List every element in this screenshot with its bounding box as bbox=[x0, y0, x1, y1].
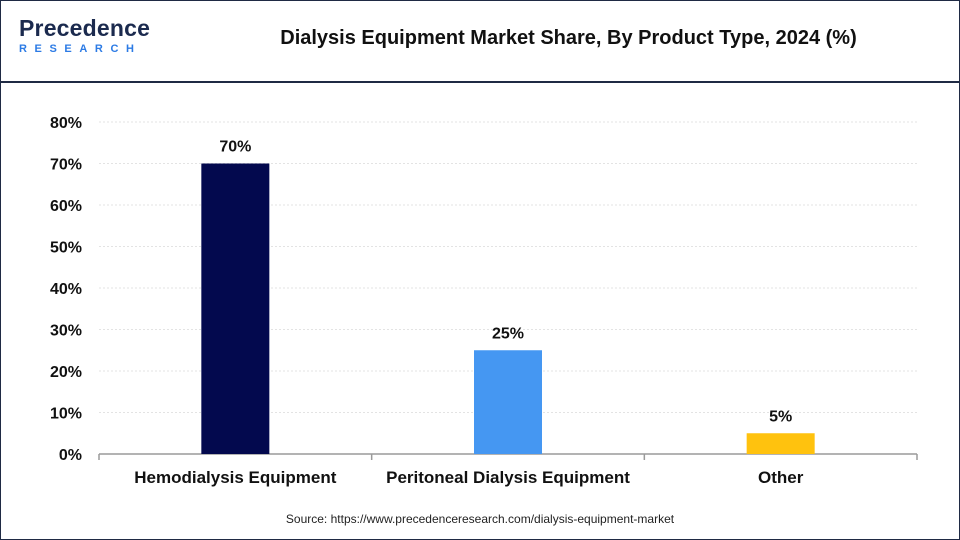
y-tick-label: 20% bbox=[50, 364, 82, 381]
y-tick-label: 0% bbox=[59, 447, 82, 464]
header-bar: Precedence RESEARCH Dialysis Equipment M… bbox=[1, 1, 959, 83]
x-category-label: Peritoneal Dialysis Equipment bbox=[386, 468, 630, 487]
data-label: 70% bbox=[219, 139, 251, 156]
y-tick-label: 40% bbox=[50, 281, 82, 298]
labels: 0% 10% 20% 30% 40% 50% 60% 70% 80% 70% Hemodialysi… bbox=[50, 115, 804, 487]
y-tick-label: 10% bbox=[50, 406, 82, 423]
source-note: Source: https://www.precedenceresearch.c… bbox=[285, 512, 675, 526]
bar-chart: 0% 10% 20% 30% 40% 50% 60% 70% 80% 70% Hemodialysi… bbox=[50, 115, 918, 487]
chart-title: Dialysis Equipment Market Share, By Prod… bbox=[280, 27, 857, 49]
x-category-label: Other bbox=[758, 468, 804, 487]
data-label: 25% bbox=[492, 325, 524, 342]
bars bbox=[201, 163, 815, 454]
y-tick-label: 50% bbox=[50, 240, 82, 257]
bar-3 bbox=[746, 433, 815, 454]
x-category-label: Hemodialysis Equipment bbox=[134, 468, 336, 487]
bar-2 bbox=[474, 350, 542, 454]
data-label: 5% bbox=[769, 408, 792, 425]
brand-logo: Precedence RESEARCH bbox=[19, 15, 150, 56]
axes bbox=[98, 453, 918, 460]
y-tick-label: 80% bbox=[50, 115, 82, 132]
y-tick-label: 60% bbox=[50, 198, 82, 215]
logo-wordmark: Precedence bbox=[19, 15, 151, 41]
logo-subtitle: RESEARCH bbox=[19, 43, 142, 55]
y-tick-label: 70% bbox=[50, 157, 82, 174]
bar-1 bbox=[201, 163, 270, 454]
y-tick-label: 30% bbox=[50, 323, 82, 340]
